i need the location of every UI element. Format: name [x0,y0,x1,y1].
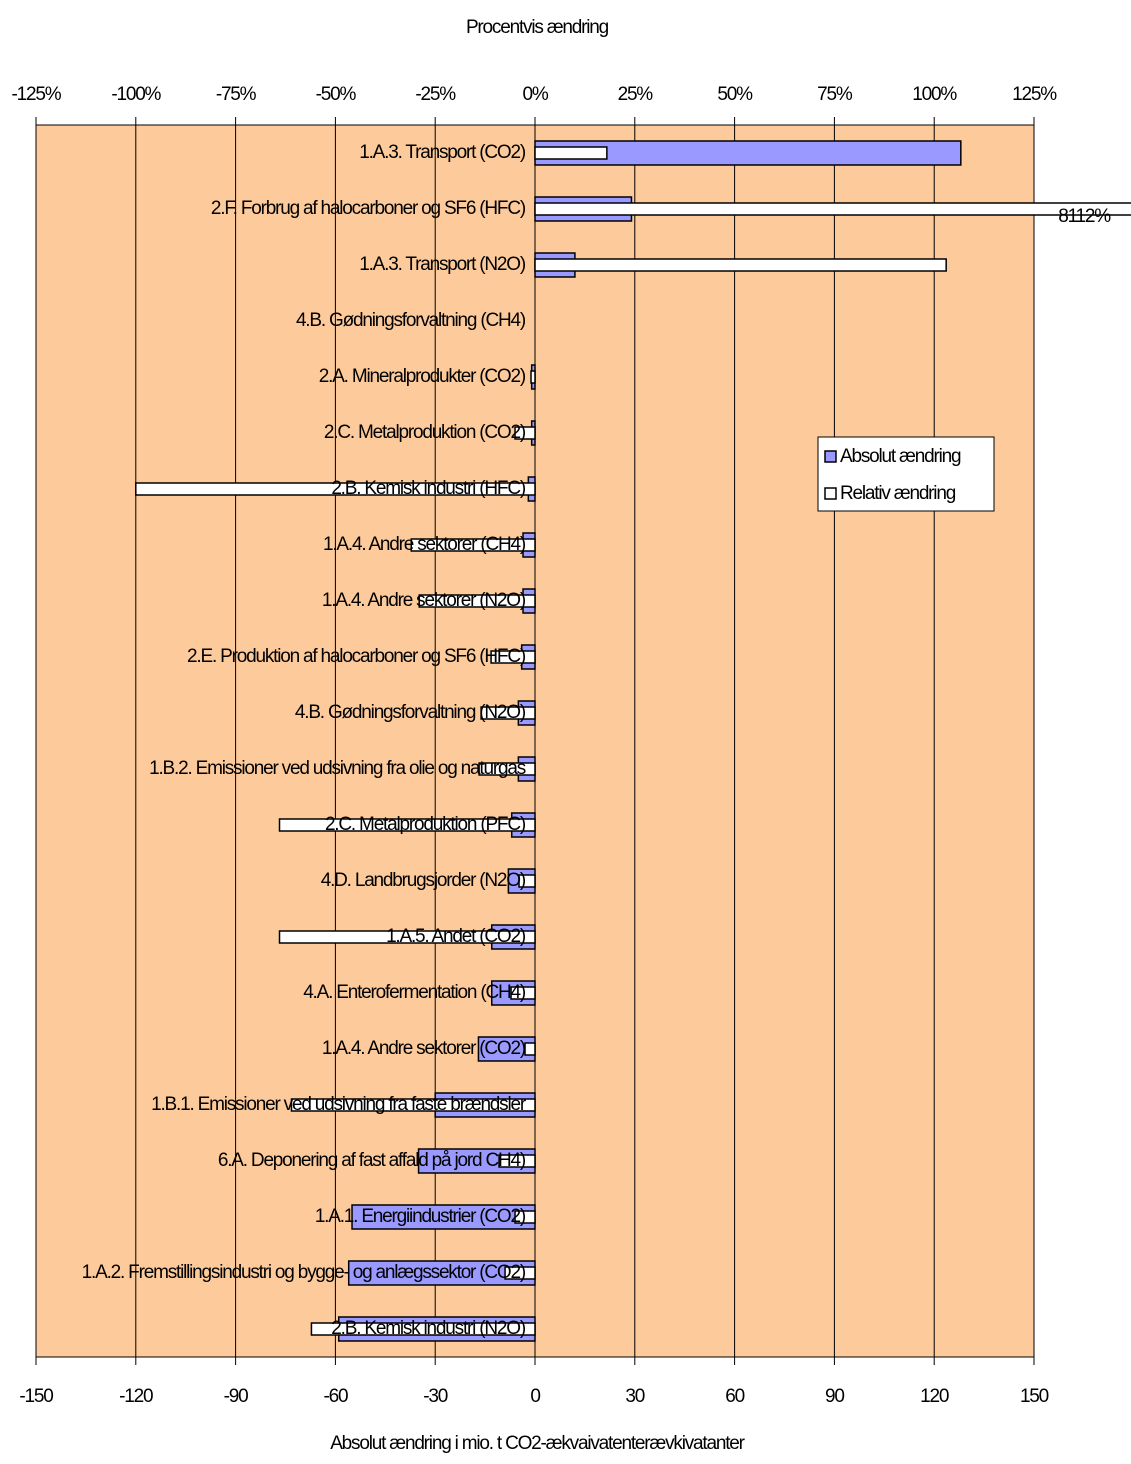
x2-tick-label: -100% [111,84,161,105]
y-tick-label: 2.B. Kemisk industri (N2O) [331,1318,526,1339]
x2-tick-label: -75% [216,84,257,105]
x-tick-label: 150 [1020,1386,1049,1407]
bar [347,1260,536,1286]
y-tick-label: 2.B. Kemisk industri (HFC) [331,478,526,499]
bar [290,1098,536,1112]
bar [534,202,1131,216]
x-tick-label: 120 [920,1386,949,1407]
y-tick-label: 1.B.2. Emissioner ved udsivning fra olie… [149,758,526,779]
x-axis-label: Absolut ændring i mio. t CO2-ækvaivatent… [330,1433,745,1454]
y-tick-label: 1.A.4. Andre sektorer (CO2) [322,1038,526,1059]
bar [278,818,536,832]
bar [310,1322,536,1336]
bar [490,650,536,664]
x2-tick-label: 50% [717,84,753,105]
y-tick-label: 1.A.2. Fremstillingsindustri og bygge- o… [82,1262,526,1283]
y-tick-label: 2.C. Metalproduktion (CO2) [324,422,526,443]
legend-swatch [824,487,837,500]
bar [278,930,536,944]
x2-tick-label: 125% [1012,84,1057,105]
x-tick-label: 60 [725,1386,744,1407]
bar [504,1266,536,1280]
x2-tick-label: 75% [817,84,853,105]
x-tick-label: -60 [323,1386,347,1407]
y-tick-label: 1.A.1. Energiindustrier (CO2) [315,1206,526,1227]
x-tick-label: 90 [825,1386,844,1407]
x2-tick-label: -125% [12,84,62,105]
y-tick-label: 1.B.1. Emissioner ved udsivning fra fast… [151,1094,527,1115]
legend-box [817,436,995,512]
x2-tick-label: 25% [618,84,654,105]
y-tick-label: 4.D. Landbrugsjorder (N2O) [321,870,526,891]
x2-tick-label: 0% [522,84,548,105]
bar [510,986,536,1000]
x-tick-label: -90 [224,1386,248,1407]
y-tick-label: 4.B. Gødningsforvaltning (N2O) [295,702,526,723]
y-tick-label: 1.A.4. Andre sektorer (CH4) [323,534,526,555]
bars [135,140,1131,1342]
bar [351,1204,536,1230]
bar [135,482,536,496]
legend-swatch [824,450,837,463]
y-tick-label: 4.B. Gødningsforvaltning (CH4) [296,310,526,331]
x2-tick-label: 100% [912,84,957,105]
bar [514,1210,536,1224]
y-tick-label: 2.F. Forbrug af halocarboner og SF6 (HFC… [211,198,526,219]
x2-tick-label: -50% [316,84,357,105]
bar [418,594,536,608]
bar [514,426,536,440]
x-tick-label: 0 [530,1386,540,1407]
y-tick-label: 1.A.3. Transport (CO2) [359,142,526,163]
bar [534,146,608,160]
y-tick-label: 4.A. Enterofermentation (CH4) [303,982,526,1003]
x-tick-label: -150 [19,1386,53,1407]
bar [480,706,536,720]
y-tick-label: 2.A. Mineralprodukter (CO2) [319,366,526,387]
bar [498,1154,536,1168]
x-tick-label: -120 [119,1386,153,1407]
x-tick-label: -30 [423,1386,447,1407]
bar [524,1042,536,1056]
y-tick-label: 1.A.3. Transport (N2O) [359,254,526,275]
y-tick-label: 2.C. Metalproduktion (PFC) [325,814,526,835]
legend-label: Relativ ændring [840,483,956,504]
data-label: 8112% [1058,206,1111,227]
bar [534,258,947,272]
bar [410,538,536,552]
chart-title: Procentvis ændring [466,17,609,38]
x-tick-label: 30 [625,1386,644,1407]
bar [478,762,536,776]
y-tick-label: 6.A. Deponering af fast affald på jord C… [218,1150,526,1171]
y-tick-label: 1.A.4. Andre sektorer (N2O) [322,590,526,611]
y-tick-label: 1.A.5. Andet (CO2) [386,926,526,947]
legend-label: Absolut ændring [840,446,961,467]
y-tick-label: 2.E. Produktion af halocarboner og SF6 (… [187,646,526,667]
bar [530,370,536,384]
x2-tick-label: -25% [415,84,456,105]
bar [518,874,536,888]
